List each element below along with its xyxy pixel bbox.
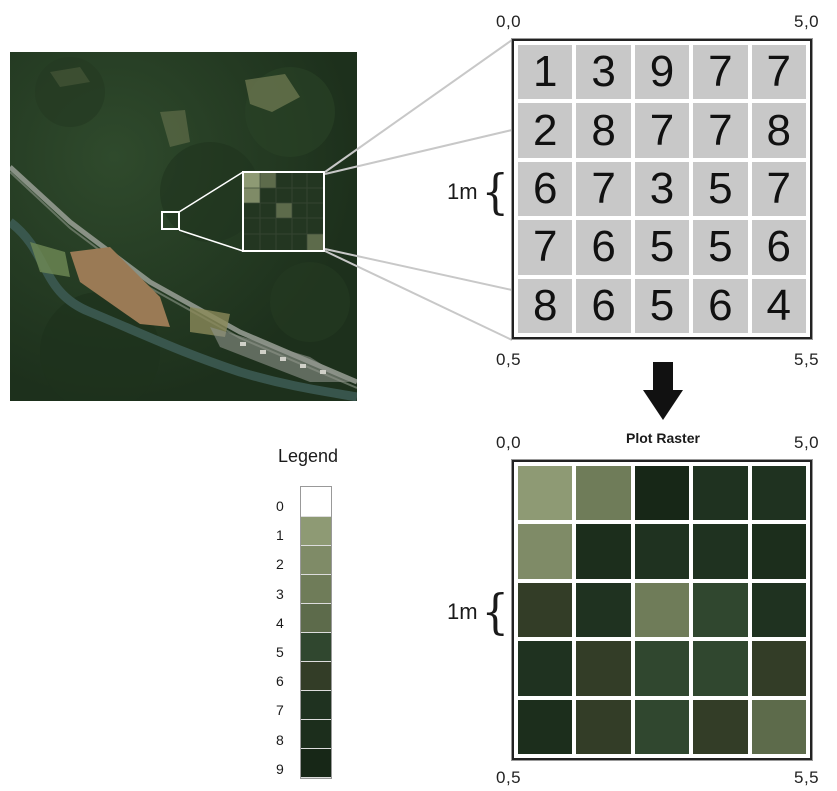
- plot-raster-title: Plot Raster: [626, 430, 700, 446]
- scale-indicator-raster: 1m{: [447, 588, 510, 636]
- legend-swatch: [301, 662, 331, 691]
- value-cell: 7: [518, 220, 573, 275]
- legend-swatch: [301, 749, 331, 778]
- value-cell: 5: [693, 161, 748, 217]
- value-cell: 2: [518, 103, 573, 158]
- legend-label: 7: [276, 702, 284, 719]
- legend-labels: 0 1 2 3 4 5 6 7 8 9: [276, 498, 284, 790]
- value-cell: 7: [751, 161, 806, 217]
- raster-cell: [576, 641, 631, 696]
- value-cell: 9: [634, 45, 690, 100]
- legend-label: 0: [276, 498, 284, 514]
- raster-cell: [518, 466, 573, 521]
- value-cell: 6: [576, 278, 631, 333]
- raster-cell: [518, 524, 573, 579]
- value-cell: 5: [634, 278, 690, 333]
- value-cell: 7: [751, 45, 806, 100]
- value-cell: 8: [576, 103, 631, 158]
- raster-cell: [576, 466, 631, 521]
- legend-swatch: [301, 604, 331, 633]
- raster-cell: [634, 466, 690, 521]
- value-cell: 8: [518, 278, 573, 333]
- value-cell: 6: [518, 161, 573, 217]
- value-cell: 1: [518, 45, 573, 100]
- legend-swatch: [301, 720, 331, 749]
- value-cell: 6: [576, 220, 631, 275]
- coord-bottom-left: 0,5: [496, 350, 522, 369]
- value-cell: 7: [634, 103, 690, 158]
- raster-cell: [576, 524, 631, 579]
- value-cell: 7: [693, 103, 748, 158]
- scale-label: 1m: [447, 599, 478, 624]
- raster-cell: [634, 641, 690, 696]
- legend-swatch: [301, 517, 331, 546]
- raster-cell: [693, 641, 748, 696]
- legend-color-bar: [300, 486, 332, 779]
- value-cell: 5: [634, 220, 690, 275]
- raster-cell: [693, 699, 748, 754]
- coord-top-left: 0,0: [496, 12, 522, 31]
- raster-cell: [751, 524, 806, 579]
- legend-label: 1: [276, 527, 284, 544]
- raster-cell: [518, 699, 573, 754]
- raster-cell: [634, 524, 690, 579]
- raster-coord-bottom-right: 5,5: [794, 768, 820, 787]
- legend-label: 2: [276, 556, 284, 573]
- legend-label: 9: [276, 760, 284, 777]
- legend-title: Legend: [278, 446, 339, 466]
- raster-cell: [751, 466, 806, 521]
- legend-swatch: [301, 487, 331, 517]
- raster-cell: [518, 641, 573, 696]
- brace-icon: {: [481, 164, 509, 220]
- raster-cell: [693, 466, 748, 521]
- legend-swatch: [301, 575, 331, 604]
- coord-top-right: 5,0: [794, 12, 820, 31]
- raster-cell: [751, 641, 806, 696]
- raster-coord-top-left: 0,0: [496, 433, 522, 452]
- raster-cell: [634, 699, 690, 754]
- legend-label: 4: [276, 614, 284, 631]
- value-cell: 3: [576, 45, 631, 100]
- raster-coord-bottom-left: 0,5: [496, 768, 522, 787]
- raster-cell: [751, 582, 806, 638]
- raster-cell: [693, 524, 748, 579]
- zoom-inset: [242, 171, 325, 252]
- legend-swatch: [301, 633, 331, 662]
- legend-label: 3: [276, 585, 284, 602]
- legend-swatch: [301, 546, 331, 575]
- value-cell: 8: [751, 103, 806, 158]
- raster-cell: [634, 582, 690, 638]
- raster-cell: [576, 699, 631, 754]
- coord-bottom-right: 5,5: [794, 350, 820, 369]
- down-arrow-icon: [643, 362, 683, 420]
- value-cell: 6: [751, 220, 806, 275]
- raster-cell: [518, 582, 573, 638]
- value-cell: 5: [693, 220, 748, 275]
- raster-cell: [751, 699, 806, 754]
- raster-cell: [576, 582, 631, 638]
- value-cell: 7: [693, 45, 748, 100]
- legend-label: 5: [276, 643, 284, 660]
- raster-cell: [693, 582, 748, 638]
- color-raster-grid: [512, 460, 812, 760]
- legend-label: 8: [276, 731, 284, 748]
- scale-indicator-top: 1m{: [447, 168, 510, 216]
- value-cell: 4: [751, 278, 806, 333]
- legend-label: 6: [276, 673, 284, 690]
- legend-swatch: [301, 691, 331, 720]
- raster-coord-top-right: 5,0: [794, 433, 820, 452]
- value-cell: 6: [693, 278, 748, 333]
- value-cell: 3: [634, 161, 690, 217]
- scale-label: 1m: [447, 179, 478, 204]
- value-cell: 7: [576, 161, 631, 217]
- brace-icon: {: [481, 584, 509, 640]
